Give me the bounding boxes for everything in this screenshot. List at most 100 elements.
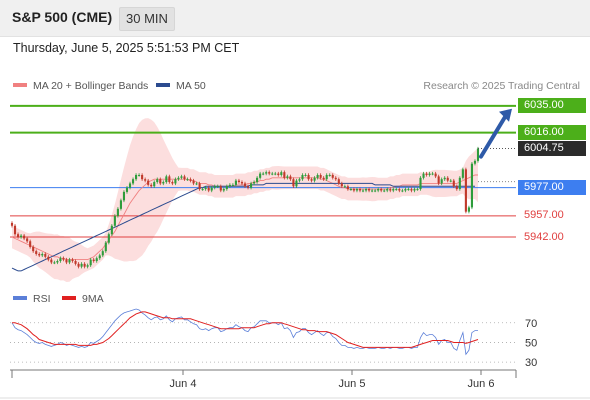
candle-body [256, 177, 259, 183]
candle-body [171, 182, 174, 184]
datetime-text: Thursday, June 5, 2025 5:51:53 PM CET [13, 41, 240, 55]
candle-body [156, 179, 159, 183]
ma50-swatch [156, 83, 170, 88]
candle-body [98, 255, 101, 259]
candle-body [119, 200, 122, 209]
rsi-tick-label: 30 [525, 357, 537, 369]
candle-body [56, 261, 59, 263]
rsi-tick-label: 70 [525, 318, 537, 330]
candle-body [386, 189, 389, 191]
candle-body [289, 176, 292, 180]
candle-body [128, 183, 132, 188]
candle-body [83, 263, 86, 267]
ma20-legend-label: MA 20 + Bollinger Bands [33, 80, 149, 92]
candle-body [144, 179, 147, 181]
candle-body [65, 259, 68, 263]
candle-body [407, 189, 410, 191]
candle-body [180, 176, 183, 178]
candle-body [328, 174, 331, 176]
candle-body [325, 174, 328, 180]
x-tick-label: Jun 4 [170, 378, 197, 390]
candle-body [50, 259, 53, 263]
candle-body [446, 177, 449, 181]
candle-body [286, 176, 289, 178]
candle-body [153, 182, 156, 187]
candle-body [213, 186, 216, 188]
credit-text: Research © 2025 Trading Central [423, 80, 580, 92]
candle-body [410, 189, 413, 191]
candle-body [455, 186, 458, 190]
candle-body [331, 174, 334, 178]
candle-body [319, 174, 322, 178]
candle-body [104, 242, 107, 252]
candle-body [380, 189, 383, 191]
candle-body [68, 259, 71, 263]
candle-body [262, 173, 265, 175]
candle-body [452, 180, 455, 187]
candle-body [210, 187, 213, 191]
candle-body [322, 177, 325, 180]
current-price-label: 6004.75 [518, 141, 586, 157]
level-label-5942.00: 5942.00 [524, 230, 564, 243]
candle-body [437, 176, 440, 184]
candle-body [274, 173, 277, 175]
target-arrow-head [499, 108, 512, 122]
9ma-line [12, 311, 479, 348]
candle-body [473, 160, 477, 164]
candle-body [346, 186, 349, 190]
candle-body [216, 186, 219, 188]
candle-body [189, 179, 192, 181]
candle-body [413, 189, 416, 191]
candle-body [107, 234, 110, 243]
candle-body [240, 182, 244, 184]
candle-body [337, 179, 340, 184]
candle-body [41, 253, 44, 256]
candle-body [198, 183, 201, 190]
candle-body [371, 190, 374, 192]
candle-body [377, 189, 380, 191]
candle-body [77, 263, 80, 267]
candle-body [461, 169, 464, 178]
candle-body [222, 189, 225, 191]
level-label-5977.00: 5977.00 [518, 180, 586, 196]
candle-body [246, 186, 250, 188]
candle-body [219, 186, 222, 191]
ma20-swatch [13, 83, 27, 88]
candle-body [10, 222, 14, 226]
candle-body [16, 234, 20, 238]
candle-body [416, 189, 419, 191]
candle-body [138, 174, 141, 176]
target-arrow-shaft [479, 111, 509, 159]
candle-body [316, 174, 319, 178]
candle-body [280, 172, 283, 175]
candle-body [101, 251, 104, 256]
candle-body [476, 148, 480, 161]
candle-body [147, 180, 150, 185]
candle-body [253, 182, 256, 184]
9ma-legend-label: 9MA [82, 293, 104, 305]
candle-body [243, 183, 247, 187]
candle-body [177, 177, 180, 180]
candle-body [38, 253, 41, 256]
candle-body [174, 179, 177, 184]
candle-body [86, 265, 89, 267]
x-tick-label: Jun 6 [468, 378, 495, 390]
legend-9ma: 9MA [62, 293, 104, 305]
candle-body [62, 258, 65, 260]
level-label-6035.00: 6035.00 [518, 98, 586, 114]
candle-body [440, 179, 443, 184]
candle-body [467, 207, 470, 212]
rsi-swatch [13, 296, 27, 301]
candle-body [47, 256, 50, 260]
candle-body [301, 174, 304, 180]
candle-body [307, 174, 310, 180]
timeframe-badge[interactable]: 30 MIN [119, 7, 175, 31]
candle-body [225, 186, 228, 190]
candle-body [135, 174, 138, 180]
candle-body [283, 172, 286, 178]
candle-body [165, 176, 168, 183]
candle-body [374, 190, 377, 192]
candle-body [125, 187, 129, 192]
candle-body [395, 189, 398, 191]
